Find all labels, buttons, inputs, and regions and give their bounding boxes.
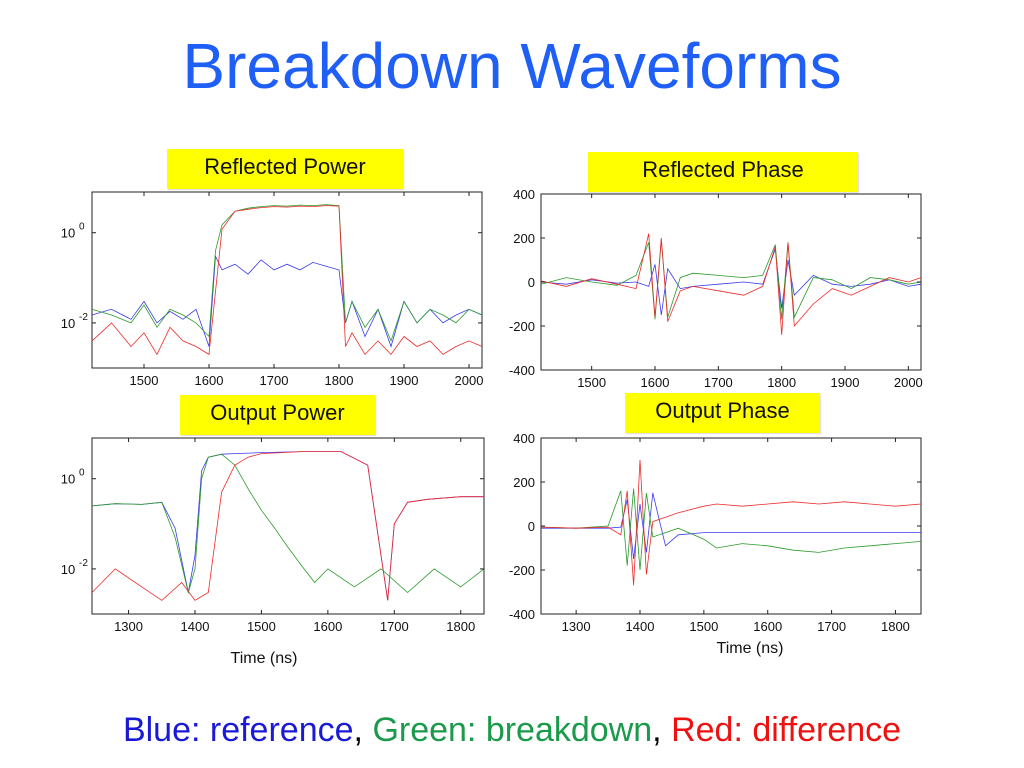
y-tick-exponent: 0 — [79, 468, 85, 479]
y-tick-label: -400 — [509, 363, 535, 378]
y-tick-label: -200 — [509, 563, 535, 578]
output-power-xlabel: Time (ns) — [230, 650, 298, 667]
output-power-chart: 1300 1400 1500 1600 1700 1800 10 0 10 -2 — [61, 437, 485, 634]
reflected-power-label: Reflected Power — [167, 149, 403, 189]
series-line-reference — [540, 248, 922, 316]
output-power-label-text: Output Power — [210, 400, 345, 425]
y-tick-label: 10 — [61, 472, 75, 487]
y-tick-exponent: 0 — [79, 222, 85, 233]
x-tick-label: 1800 — [325, 373, 354, 388]
reflected-phase-label-text: Reflected Phase — [642, 157, 804, 182]
y-tick-exponent: -2 — [79, 312, 88, 323]
y-tick-label: 200 — [513, 475, 535, 490]
x-tick-label: 1500 — [130, 373, 159, 388]
plot-frame — [91, 437, 485, 615]
y-tick-label: 400 — [513, 431, 535, 446]
x-tick-label: 1800 — [446, 619, 475, 634]
x-tick-label: 1600 — [641, 375, 670, 390]
x-tick-label: 1700 — [260, 373, 289, 388]
x-tick-label: 1600 — [753, 619, 782, 634]
legend-sep-2: , — [652, 711, 672, 749]
x-tick-label: 1400 — [626, 619, 655, 634]
legend-sep-1: , — [353, 711, 373, 749]
y-tick-exponent: -2 — [79, 558, 88, 569]
output-phase-xlabel: Time (ns) — [716, 640, 784, 657]
x-tick-label: 1600 — [313, 619, 342, 634]
legend-green: Green: breakdown — [372, 711, 653, 749]
series-line-difference — [540, 459, 922, 586]
x-tick-label: 1300 — [114, 619, 143, 634]
x-tick-label: 1400 — [181, 619, 210, 634]
x-tick-label: 1700 — [704, 375, 733, 390]
output-power-label: Output Power — [180, 395, 375, 435]
x-tick-label: 1500 — [689, 619, 718, 634]
series-line-reference — [541, 492, 921, 560]
x-tick-label: 1900 — [390, 373, 419, 388]
series-line-breakdown — [540, 488, 922, 571]
y-tick-label: 10 — [61, 562, 75, 577]
x-tick-label: 1700 — [817, 619, 846, 634]
x-tick-label: 1600 — [195, 373, 224, 388]
series-line-breakdown — [540, 240, 922, 320]
y-tick-label: -200 — [509, 319, 535, 334]
y-tick-label: 0 — [528, 519, 535, 534]
x-tick-label: 1700 — [380, 619, 409, 634]
x-tick-label: 1800 — [767, 375, 796, 390]
x-tick-label: 1300 — [562, 619, 591, 634]
plot-frame — [91, 191, 483, 369]
y-tick-label: 10 — [61, 226, 75, 241]
series-line-difference — [540, 233, 922, 335]
series-line-breakdown — [91, 453, 485, 595]
output-phase-label: Output Phase — [625, 393, 820, 433]
x-tick-label: 1500 — [577, 375, 606, 390]
plot-frame — [540, 437, 922, 615]
reflected-power-chart: 1500 1600 1700 1800 1900 2000 10 0 10 -2 — [61, 191, 484, 388]
series-line-difference — [91, 205, 483, 356]
y-tick-label: 200 — [513, 231, 535, 246]
color-legend: Blue: reference, Green: breakdown, Red: … — [0, 710, 1024, 751]
reflected-phase-label: Reflected Phase — [588, 152, 858, 192]
x-tick-label: 1900 — [831, 375, 860, 390]
series-line-difference — [91, 451, 484, 601]
output-phase-label-text: Output Phase — [655, 398, 790, 423]
legend-red: Red: difference — [671, 711, 902, 749]
slide-title: Breakdown Waveforms — [182, 30, 842, 102]
legend-blue: Blue: reference — [122, 711, 354, 749]
y-tick-label: 10 — [61, 316, 75, 331]
x-tick-label: 2000 — [894, 375, 923, 390]
x-tick-label: 1800 — [881, 619, 910, 634]
series-line-breakdown — [91, 204, 483, 343]
y-tick-label: -400 — [509, 607, 535, 622]
y-tick-label: 400 — [513, 187, 535, 202]
plot-frame — [540, 193, 922, 371]
x-tick-label: 1500 — [247, 619, 276, 634]
reflected-power-label-text: Reflected Power — [204, 154, 366, 179]
x-tick-label: 2000 — [455, 373, 484, 388]
output-phase-chart: 1300 1400 1500 1600 1700 1800 400 200 0 -200 -400 — [509, 431, 922, 634]
y-tick-label: 0 — [528, 275, 535, 290]
